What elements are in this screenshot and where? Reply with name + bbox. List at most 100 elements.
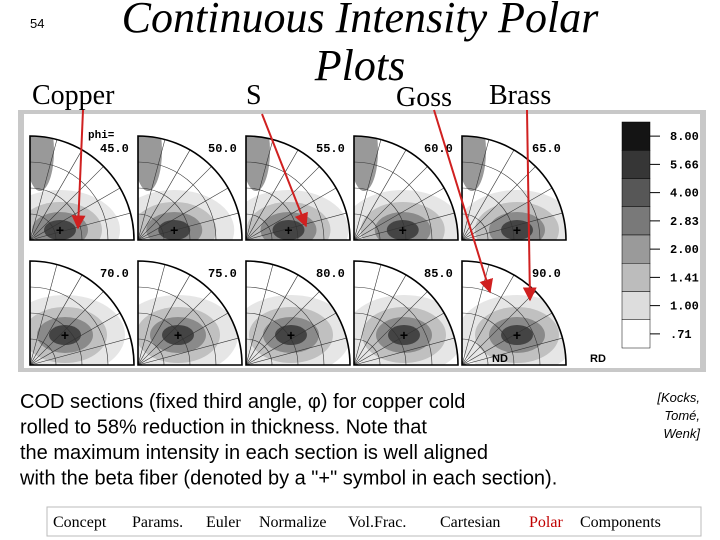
texture-label: Goss xyxy=(396,82,452,113)
polar-radial xyxy=(462,149,515,240)
page-number: 54 xyxy=(30,16,44,31)
arrow xyxy=(261,113,308,228)
citation-line: Tomé, xyxy=(664,408,700,423)
legend-band xyxy=(621,234,651,264)
texture-label: Brass xyxy=(489,80,551,111)
polar-outline xyxy=(461,135,567,241)
caption-line: rolled to 58% reduction in thickness. No… xyxy=(20,417,427,439)
intensity-contour xyxy=(44,220,76,240)
intensity-contour xyxy=(138,136,162,191)
section-label: 80.0 xyxy=(316,267,345,281)
polar-section: +65.0 xyxy=(461,135,567,241)
nav-link[interactable]: Vol.Frac. xyxy=(348,514,406,531)
nav-link[interactable]: Concept xyxy=(53,514,107,531)
polar-radial xyxy=(30,264,58,365)
polar-outline xyxy=(353,135,459,241)
arrow xyxy=(433,109,493,294)
beta-fiber-plus: + xyxy=(61,327,69,343)
intensity-contour xyxy=(162,325,194,345)
polar-radial xyxy=(138,166,212,240)
citation: [Kocks, Tomé, Wenk] xyxy=(656,390,700,441)
polar-outline xyxy=(137,135,243,241)
caption-line: with the beta fiber (denoted by a "+" sy… xyxy=(19,468,557,490)
section-body xyxy=(138,261,242,365)
polar-radial xyxy=(246,264,274,365)
polar-radial xyxy=(138,264,166,365)
legend-band xyxy=(621,178,651,207)
caption-line: COD sections (fixed third angle, φ) for … xyxy=(20,391,465,413)
beta-fiber-plus: + xyxy=(513,222,521,238)
nav-link[interactable]: Normalize xyxy=(259,514,327,531)
polar-outline xyxy=(29,260,135,366)
nav: Concept Params. Euler Normalize Vol.Frac. Car… xyxy=(53,514,661,531)
polar-radial xyxy=(30,312,121,365)
polar-outline xyxy=(137,260,243,366)
polar-radial xyxy=(138,291,212,365)
polar-radial xyxy=(354,187,445,240)
polar-section: +90.0 xyxy=(461,260,567,366)
section-label: 65.0 xyxy=(532,142,561,156)
phi-label: phi= xyxy=(88,130,115,142)
legend-band xyxy=(621,206,651,236)
polar-radial xyxy=(30,139,58,240)
polar-section: +60.0 xyxy=(353,135,459,241)
polar-section: +75.0 xyxy=(137,260,243,366)
arrows xyxy=(71,109,537,302)
texture-label: S xyxy=(246,80,262,111)
polar-radial xyxy=(246,312,337,365)
polar-radial xyxy=(354,212,455,240)
polar-radial xyxy=(462,291,536,365)
figure: +45.0+50.0+55.0+60.0+65.0+70.0+75.0+80.0… xyxy=(18,110,706,372)
polar-section: +50.0 xyxy=(137,135,243,241)
beta-fiber-plus: + xyxy=(400,327,408,343)
polar-radial xyxy=(30,274,83,365)
section-body xyxy=(462,261,566,365)
polar-radial xyxy=(246,149,299,240)
section-label: 70.0 xyxy=(100,267,129,281)
section-label: 55.0 xyxy=(316,142,345,156)
nav-link[interactable]: Cartesian xyxy=(440,514,500,531)
polar-radial xyxy=(354,312,445,365)
polar-section: +55.0 xyxy=(245,135,351,241)
nav-link[interactable]: Polar xyxy=(529,514,563,531)
section-label: 85.0 xyxy=(424,267,453,281)
beta-fiber-plus: + xyxy=(513,327,521,343)
beta-fiber-plus: + xyxy=(170,222,178,238)
section-body xyxy=(354,136,458,240)
intensity-contour xyxy=(501,325,533,345)
intensity-contour xyxy=(388,325,420,345)
polar-radial xyxy=(462,139,490,240)
polar-radial xyxy=(354,149,407,240)
caption-line: the maximum intensity in each section is… xyxy=(20,442,488,464)
legend-label: 1.41 xyxy=(670,271,699,285)
legend-band xyxy=(621,263,651,292)
polar-radial xyxy=(354,291,428,365)
polar-outline xyxy=(245,260,351,366)
nav-link[interactable]: Components xyxy=(580,514,661,531)
polar-radial xyxy=(30,166,104,240)
polar-outline xyxy=(29,135,135,241)
polar-radial xyxy=(354,337,455,365)
citation-line: [Kocks, xyxy=(656,390,700,405)
polar-radial xyxy=(30,337,131,365)
texture-label: Copper xyxy=(32,80,115,111)
polar-radial xyxy=(246,337,347,365)
legend-label: 2.00 xyxy=(670,243,699,257)
legend-label: 5.66 xyxy=(670,158,699,172)
polar-radial xyxy=(462,166,536,240)
legend-label: 1.00 xyxy=(670,300,699,314)
polar-radial xyxy=(30,149,83,240)
polar-radial xyxy=(462,212,563,240)
intensity-contour xyxy=(246,136,270,191)
polar-radial xyxy=(138,149,191,240)
legend-band xyxy=(621,150,651,179)
nav-link[interactable]: Euler xyxy=(206,514,241,531)
polar-outline xyxy=(245,135,351,241)
nav-link[interactable]: Params. xyxy=(132,514,183,531)
beta-fiber-plus: + xyxy=(174,327,182,343)
polar-radial xyxy=(354,139,382,240)
polar-radial xyxy=(138,274,191,365)
section-body xyxy=(30,261,134,365)
polar-section: +70.0 xyxy=(29,260,135,366)
